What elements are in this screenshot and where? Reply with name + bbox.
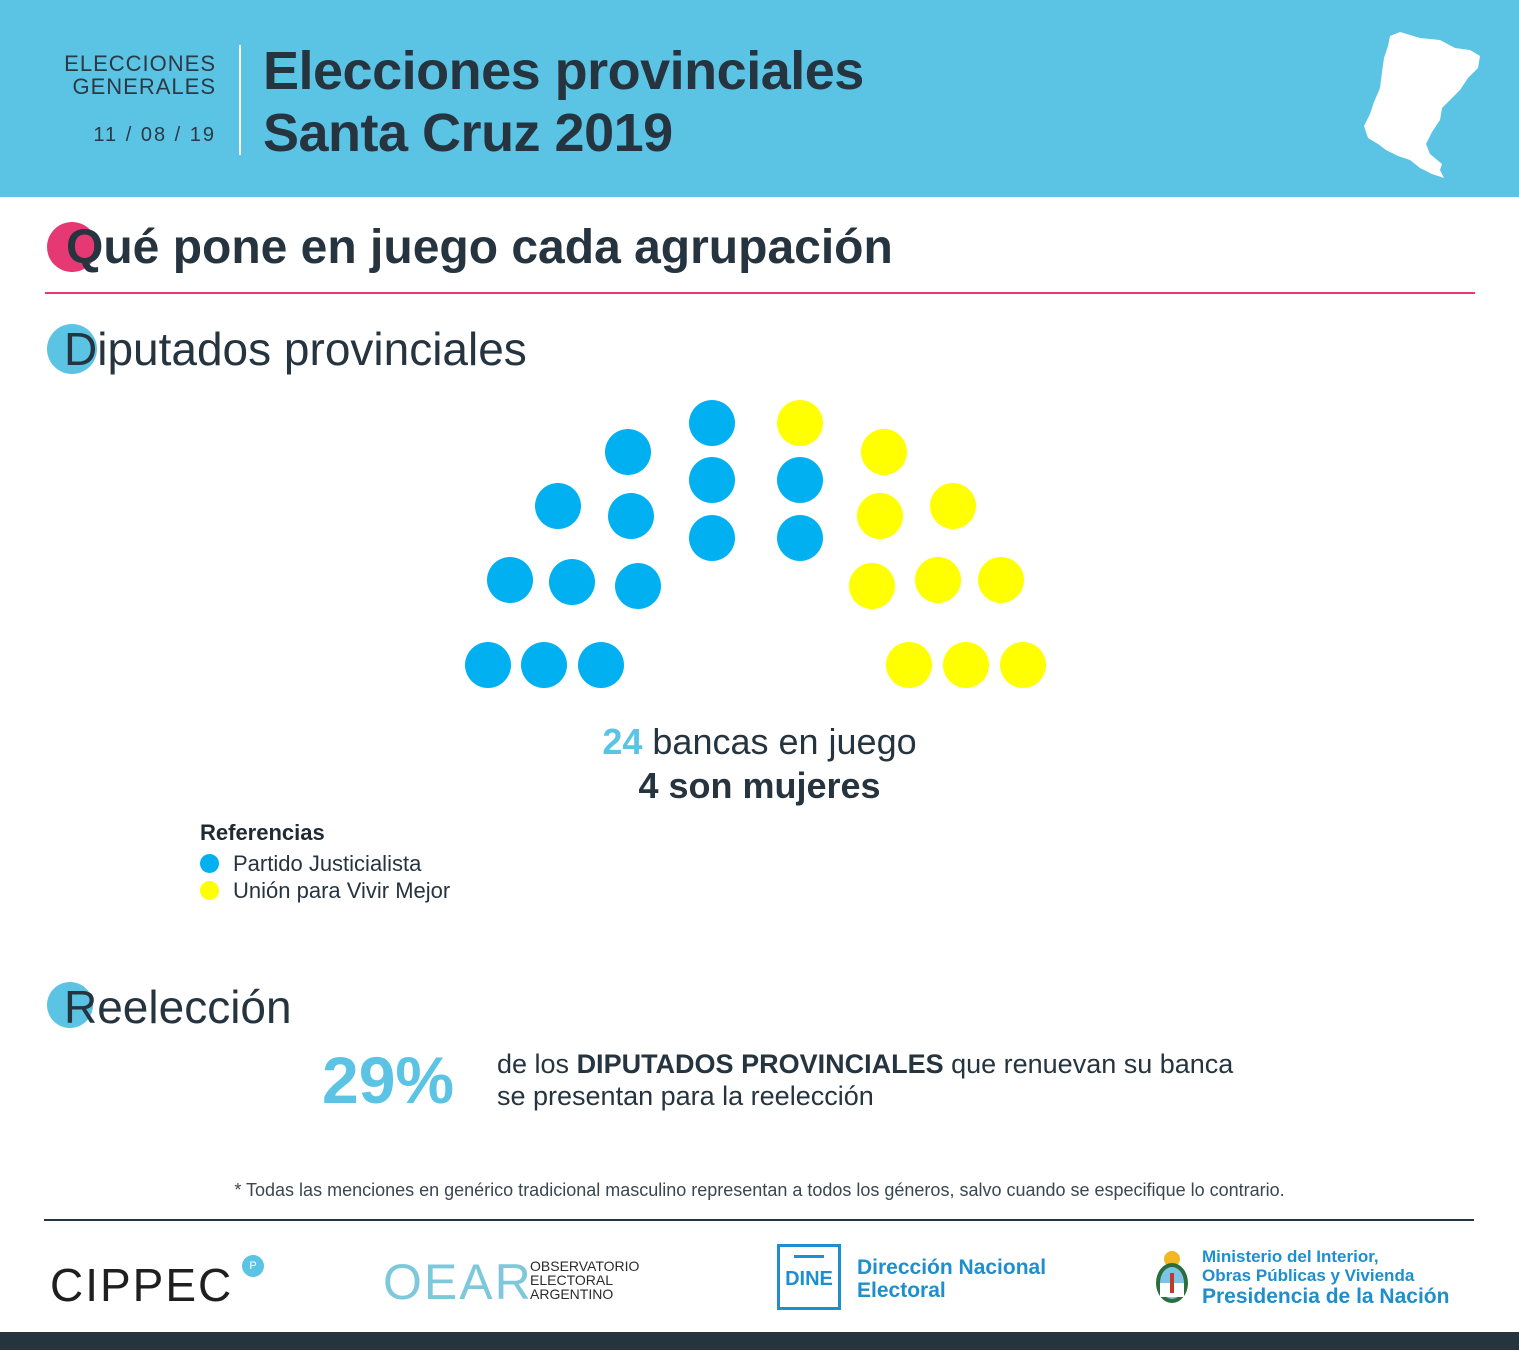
seats-label: bancas en juego — [642, 721, 917, 762]
reeleccion-title: Reelección — [64, 981, 292, 1033]
cippec-logo: CIPPEC — [50, 1259, 234, 1311]
reeleccion-line-1: de los DIPUTADOS PROVINCIALES que renuev… — [497, 1048, 1233, 1080]
legend-label-ucr: Unión para Vivir Mejor — [233, 877, 451, 903]
oear-sub-1: OBSERVATORIO — [530, 1258, 640, 1274]
seat-1 — [465, 642, 511, 688]
national-seal-icon — [1156, 1251, 1188, 1303]
oear-subtitle: OBSERVATORIO ELECTORAL ARGENTINO — [530, 1259, 639, 1301]
legend-title: Referencias — [200, 820, 325, 845]
reeleccion-percent: 29% — [322, 1043, 455, 1117]
legend-label-pj: Partido Justicialista — [233, 850, 422, 876]
kicker-line-1: ELECCIONES — [64, 51, 216, 76]
header-kicker: ELECCIONES GENERALES — [40, 52, 216, 98]
page-title: Elecciones provinciales Santa Cruz 2019 — [263, 40, 864, 164]
reeleccion-text-pre: de los — [497, 1049, 577, 1079]
oear-sub-3: ARGENTINO — [530, 1286, 614, 1302]
dine-line-1: Dirección Nacional — [857, 1256, 1047, 1279]
diputados-title-marker — [47, 324, 97, 374]
seat-6 — [615, 563, 661, 609]
seat-17 — [857, 493, 903, 539]
ministerio-line-3: Presidencia de la Nación — [1202, 1285, 1450, 1308]
dine-logo: DINE — [777, 1244, 841, 1310]
seat-8 — [608, 493, 654, 539]
legend: Referencias Partido Justicialista Unión … — [200, 820, 450, 904]
legend-dot-pj — [200, 854, 219, 873]
seat-13 — [777, 515, 823, 561]
oear-sub-2: ELECTORAL — [530, 1272, 613, 1288]
seat-12 — [689, 400, 735, 446]
seat-5 — [549, 559, 595, 605]
page-title-line-2: Santa Cruz 2019 — [263, 103, 673, 163]
seat-20 — [978, 557, 1024, 603]
section-title-marker — [47, 222, 97, 272]
cippec-badge-icon: P — [242, 1255, 264, 1277]
seat-21 — [930, 483, 976, 529]
seat-11 — [689, 457, 735, 503]
seat-23 — [943, 642, 989, 688]
reeleccion-text-bold: DIPUTADOS PROVINCIALES — [576, 1049, 944, 1079]
seat-16 — [861, 429, 907, 475]
dine-name: Dirección Nacional Electoral — [857, 1256, 1046, 1302]
seat-2 — [521, 642, 567, 688]
legend-item-ucr: Unión para Vivir Mejor — [200, 877, 450, 904]
dine-logo-bar — [794, 1255, 824, 1258]
reeleccion-description: de los DIPUTADOS PROVINCIALES que renuev… — [497, 1048, 1233, 1112]
seat-15 — [777, 400, 823, 446]
dine-line-2: Electoral — [857, 1279, 946, 1302]
legend-item-pj: Partido Justicialista — [200, 850, 450, 877]
seat-4 — [487, 557, 533, 603]
header-divider — [239, 45, 241, 155]
kicker-line-2: GENERALES — [72, 74, 216, 99]
section-title: Qué pone en juego cada agrupación — [66, 221, 893, 274]
seats-count-line: 24 bancas en juego — [0, 720, 1519, 764]
seats-number: 24 — [602, 721, 643, 762]
seat-14 — [777, 457, 823, 503]
oear-logo: OEAR — [383, 1254, 533, 1310]
seat-chart — [465, 400, 1046, 688]
seat-18 — [849, 563, 895, 609]
diputados-title: Diputados provinciales — [64, 323, 527, 375]
reeleccion-text-post: que renuevan su banca — [943, 1049, 1234, 1079]
legend-dot-ucr — [200, 881, 219, 900]
footer-bar — [0, 1332, 1519, 1350]
seat-3 — [578, 642, 624, 688]
ministerio-line-1: Ministerio del Interior, — [1202, 1247, 1379, 1266]
seat-24 — [1000, 642, 1046, 688]
dine-abbr: DINE — [785, 1268, 833, 1290]
header-banner: ELECCIONES GENERALES 11 / 08 / 19 Elecci… — [0, 0, 1519, 197]
seat-22 — [886, 642, 932, 688]
women-count: 4 son mujeres — [638, 765, 881, 806]
reeleccion-title-marker — [47, 982, 93, 1028]
seat-19 — [915, 557, 961, 603]
seat-7 — [535, 483, 581, 529]
footer-divider — [44, 1219, 1474, 1221]
santa-cruz-map-icon — [1364, 32, 1480, 178]
section-divider — [45, 292, 1475, 294]
seat-9 — [605, 429, 651, 475]
page-title-line-1: Elecciones provinciales — [263, 41, 864, 101]
reeleccion-line-2: se presentan para la reelección — [497, 1081, 874, 1111]
seats-summary: 24 bancas en juego 4 son mujeres — [0, 720, 1519, 808]
header-date: 11 / 08 / 19 — [93, 124, 216, 146]
ministerio-line-2: Obras Públicas y Vivienda — [1202, 1266, 1415, 1285]
footnote: * Todas las menciones en genérico tradic… — [234, 1180, 1285, 1200]
ministerio-name: Ministerio del Interior, Obras Públicas … — [1202, 1247, 1449, 1309]
seat-10 — [689, 515, 735, 561]
